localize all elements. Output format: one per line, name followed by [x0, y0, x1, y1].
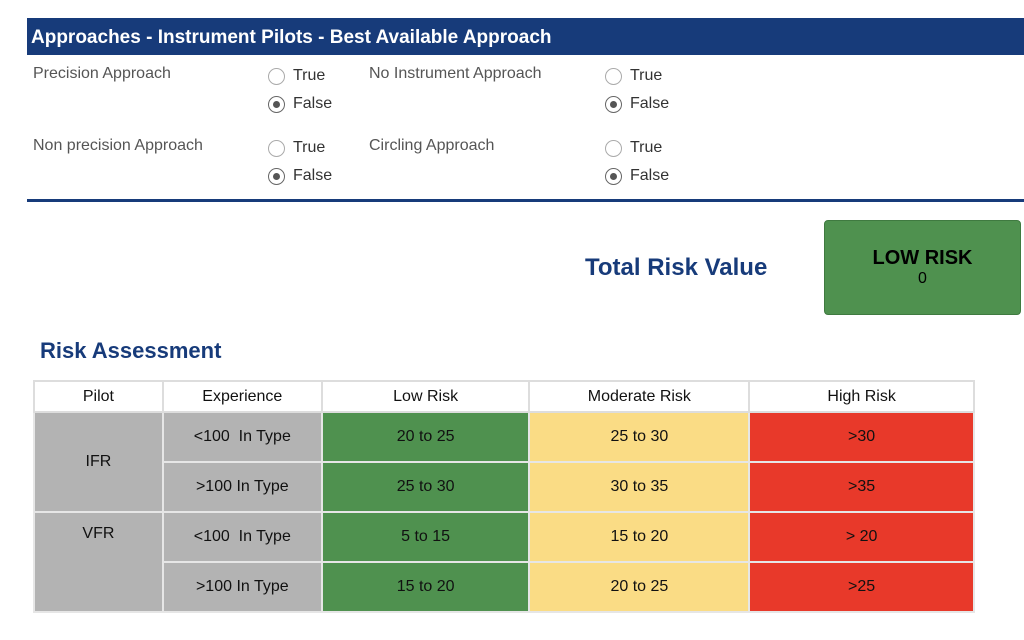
pilot-cell: VFR	[33, 511, 164, 613]
radio-selected-icon[interactable]	[605, 167, 622, 185]
option-label: True	[630, 139, 663, 156]
header-moderate-risk: Moderate Risk	[528, 380, 751, 413]
low-risk-cell: 5 to 15	[320, 511, 531, 563]
question-label: No Instrument Approach	[369, 65, 542, 82]
low-risk-cell: 20 to 25	[320, 411, 531, 463]
radio-selected-icon[interactable]	[268, 95, 285, 113]
option-label: False	[630, 95, 670, 112]
risk-assessment-title: Risk Assessment	[40, 338, 222, 363]
header-low-risk: Low Risk	[320, 380, 531, 413]
option-label: True	[293, 67, 326, 84]
option-label: True	[630, 67, 663, 84]
experience-cell: >100 In Type	[161, 561, 323, 613]
low-risk-cell: 25 to 30	[320, 461, 531, 513]
low-risk-cell: 15 to 20	[320, 561, 531, 613]
table-row: >100 In Type 25 to 30 30 to 35 >35	[34, 461, 975, 513]
header-high-risk: High Risk	[748, 380, 975, 413]
risk-value: 0	[918, 270, 927, 287]
radio-true[interactable]: True	[268, 139, 325, 157]
radio-true[interactable]: True	[605, 67, 662, 85]
radio-icon[interactable]	[268, 139, 285, 157]
table-row: IFR <100 In Type 20 to 25 25 to 30 >30	[33, 411, 975, 513]
header-pilot: Pilot	[33, 380, 164, 413]
radio-false[interactable]: False	[268, 95, 332, 113]
section-header: Approaches - Instrument Pilots - Best Av…	[27, 18, 1024, 55]
table-row: VFR <100 In Type 5 to 15 15 to 20 > 20	[33, 511, 975, 613]
experience-cell: <100 In Type	[161, 411, 323, 463]
question-label: Non precision Approach	[33, 137, 203, 154]
option-label: False	[630, 167, 670, 184]
moderate-risk-cell: 15 to 20	[528, 511, 751, 563]
high-risk-cell: >30	[748, 411, 975, 463]
radio-icon[interactable]	[268, 67, 285, 85]
total-risk-label: Total Risk Value	[585, 254, 768, 281]
table-header-row: Pilot Experience Low Risk Moderate Risk …	[33, 380, 975, 413]
radio-icon[interactable]	[605, 139, 622, 157]
high-risk-cell: >35	[748, 461, 975, 513]
high-risk-cell: > 20	[748, 511, 975, 563]
table-row: >100 In Type 15 to 20 20 to 25 >25	[34, 561, 975, 613]
experience-cell: >100 In Type	[161, 461, 323, 513]
radio-selected-icon[interactable]	[268, 167, 285, 185]
option-label: False	[293, 167, 333, 184]
radio-selected-icon[interactable]	[605, 95, 622, 113]
option-label: False	[293, 95, 333, 112]
moderate-risk-cell: 30 to 35	[528, 461, 751, 513]
radio-icon[interactable]	[605, 67, 622, 85]
moderate-risk-cell: 20 to 25	[528, 561, 751, 613]
radio-false[interactable]: False	[605, 95, 669, 113]
question-label: Precision Approach	[33, 65, 171, 82]
experience-cell: <100 In Type	[161, 511, 323, 563]
radio-true[interactable]: True	[605, 139, 662, 157]
radio-false[interactable]: False	[605, 167, 669, 185]
header-experience: Experience	[161, 380, 323, 413]
pilot-cell: IFR	[33, 411, 164, 513]
risk-level: LOW RISK	[872, 247, 973, 269]
radio-false[interactable]: False	[268, 167, 332, 185]
radio-true[interactable]: True	[268, 67, 325, 85]
option-label: True	[293, 139, 326, 156]
divider	[27, 199, 1024, 202]
high-risk-cell: >25	[748, 561, 975, 613]
question-label: Circling Approach	[369, 137, 495, 154]
risk-assessment-table: Pilot Experience Low Risk Moderate Risk …	[33, 380, 975, 613]
risk-level-badge: LOW RISK 0	[824, 220, 1021, 315]
moderate-risk-cell: 25 to 30	[528, 411, 751, 463]
